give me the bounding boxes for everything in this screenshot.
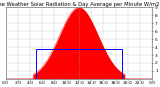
Title: Milwaukee Weather Solar Radiation & Day Average per Minute W/m2 (Today): Milwaukee Weather Solar Radiation & Day … (0, 2, 160, 7)
Bar (36, 49, 122, 79)
